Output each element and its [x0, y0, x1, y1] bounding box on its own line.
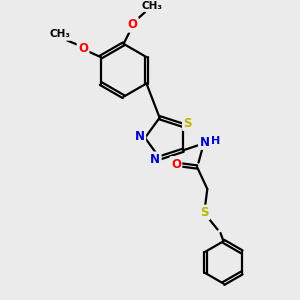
Text: CH₃: CH₃ — [49, 29, 70, 40]
Text: O: O — [78, 42, 88, 55]
Text: H: H — [211, 136, 220, 146]
Text: N: N — [200, 136, 209, 148]
Text: S: S — [200, 206, 208, 219]
Text: CH₃: CH₃ — [142, 1, 163, 11]
Text: O: O — [171, 158, 181, 170]
Text: N: N — [150, 153, 160, 166]
Text: O: O — [128, 18, 137, 31]
Text: S: S — [183, 116, 192, 130]
Text: N: N — [135, 130, 145, 143]
